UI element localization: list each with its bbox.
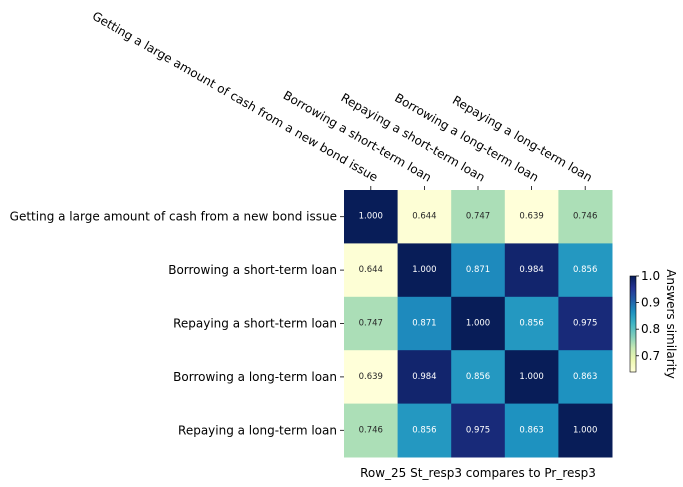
column-tick-labels: Getting a large amount of cash from a ne… [90,9,595,190]
heatmap-cell [558,350,613,405]
heatmap-cell [344,243,399,298]
heatmap-cell [344,190,399,244]
cell-value-label: 0.644 [359,265,383,275]
heatmap-cell [504,190,559,244]
row-tick-label: Borrowing a short-term loan [168,263,337,277]
cell-value-label: 1.000 [573,425,597,435]
row-tick-label: Repaying a long-term loan [178,423,337,437]
heatmap-cell [397,403,452,458]
row-tick-labels: Getting a large amount of cash from a ne… [10,210,344,437]
heatmap-cells: 1.000 0.644 0.747 0.639 0.746 0.644 1.000 0.871… [344,190,613,458]
cell-value-label: 0.871 [412,319,436,329]
heatmap-cell [504,243,559,298]
cell-value-label: 0.984 [412,372,436,382]
cell-value-label: 0.856 [412,425,436,435]
column-tick-label: Getting a large amount of cash from a ne… [90,9,380,185]
colorbar-tick-label: 0.8 [641,322,660,336]
cell-value-label: 0.871 [466,265,490,275]
cell-value-label: 0.863 [573,372,597,382]
heatmap-cell [397,190,452,244]
heatmap-cell [451,350,506,405]
row-tick-label: Getting a large amount of cash from a ne… [10,210,337,224]
heatmap-cell [397,296,452,351]
cell-value-label: 0.984 [519,265,543,275]
colorbar-tick-label: 1.0 [641,269,660,283]
heatmap-cell [344,350,399,405]
colorbar-tick-label: 0.7 [641,349,660,363]
heatmap-cell [451,296,506,351]
cell-value-label: 1.000 [519,372,543,382]
heatmap-cell [451,243,506,298]
cell-value-label: 0.856 [573,265,597,275]
heatmap-cell [504,403,559,458]
heatmap-cell [451,403,506,458]
heatmap-cell [451,190,506,244]
colorbar: 0.7 0.8 0.9 1.0 Answers similarity [629,269,678,379]
heatmap-cell [558,190,613,244]
heatmap-cell [558,243,613,298]
row-tick-label: Repaying a short-term loan [173,317,337,331]
colorbar-tick-label: 0.9 [641,296,660,310]
heatmap-cell [504,296,559,351]
cell-value-label: 0.639 [519,212,543,222]
cell-value-label: 0.747 [359,319,383,329]
cell-value-label: 0.746 [573,212,597,222]
cell-value-label: 0.863 [519,425,543,435]
colorbar-ticks: 0.7 0.8 0.9 1.0 [636,269,660,363]
cell-value-label: 1.000 [359,212,383,222]
x-axis-label: Row_25 St_resp3 compares to Pr_resp3 [360,466,596,480]
cell-value-label: 1.000 [412,265,436,275]
heatmap-cell [344,296,399,351]
cell-value-label: 0.975 [573,319,597,329]
cell-value-label: 0.975 [466,425,490,435]
heatmap-cell [397,243,452,298]
cell-value-label: 0.639 [359,372,383,382]
cell-value-label: 1.000 [466,319,490,329]
heatmap-cell [504,350,559,405]
cell-value-label: 0.644 [412,212,436,222]
heatmap-cell [558,296,613,351]
colorbar-label: Answers similarity [664,269,678,379]
cell-value-label: 0.747 [466,212,490,222]
heatmap-cell [558,403,613,458]
row-tick-label: Borrowing a long-term loan [173,370,337,384]
colorbar-gradient [629,275,637,373]
heatmap-cell [344,403,399,458]
cell-value-label: 0.856 [519,319,543,329]
heatmap-cell [397,350,452,405]
cell-value-label: 0.856 [466,372,490,382]
cell-value-label: 0.746 [359,425,383,435]
